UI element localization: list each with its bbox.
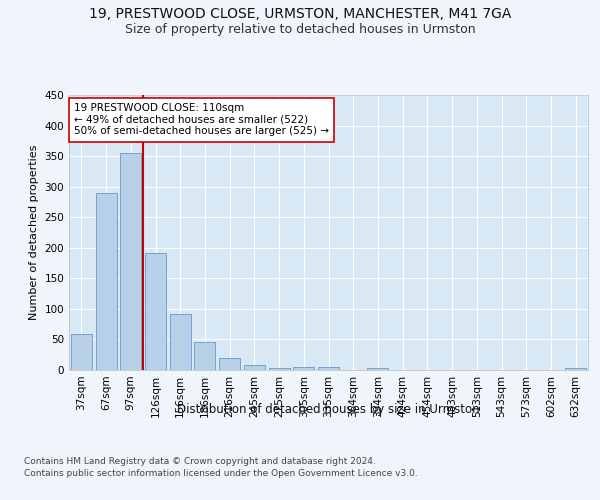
Bar bbox=[244, 364, 265, 370]
Bar bbox=[293, 367, 314, 370]
Bar bbox=[95, 193, 116, 370]
Text: Contains HM Land Registry data © Crown copyright and database right 2024.
Contai: Contains HM Land Registry data © Crown c… bbox=[24, 458, 418, 478]
Bar bbox=[269, 368, 290, 370]
Text: 19, PRESTWOOD CLOSE, URMSTON, MANCHESTER, M41 7GA: 19, PRESTWOOD CLOSE, URMSTON, MANCHESTER… bbox=[89, 8, 511, 22]
Bar bbox=[194, 342, 215, 370]
Text: Distribution of detached houses by size in Urmston: Distribution of detached houses by size … bbox=[178, 402, 480, 415]
Bar bbox=[170, 314, 191, 370]
Bar bbox=[565, 368, 586, 370]
Bar bbox=[367, 368, 388, 370]
Bar bbox=[120, 153, 141, 370]
Bar bbox=[318, 367, 339, 370]
Y-axis label: Number of detached properties: Number of detached properties bbox=[29, 145, 39, 320]
Text: Size of property relative to detached houses in Urmston: Size of property relative to detached ho… bbox=[125, 22, 475, 36]
Bar bbox=[71, 334, 92, 370]
Text: 19 PRESTWOOD CLOSE: 110sqm
← 49% of detached houses are smaller (522)
50% of sem: 19 PRESTWOOD CLOSE: 110sqm ← 49% of deta… bbox=[74, 104, 329, 136]
Bar bbox=[145, 252, 166, 370]
Bar bbox=[219, 358, 240, 370]
